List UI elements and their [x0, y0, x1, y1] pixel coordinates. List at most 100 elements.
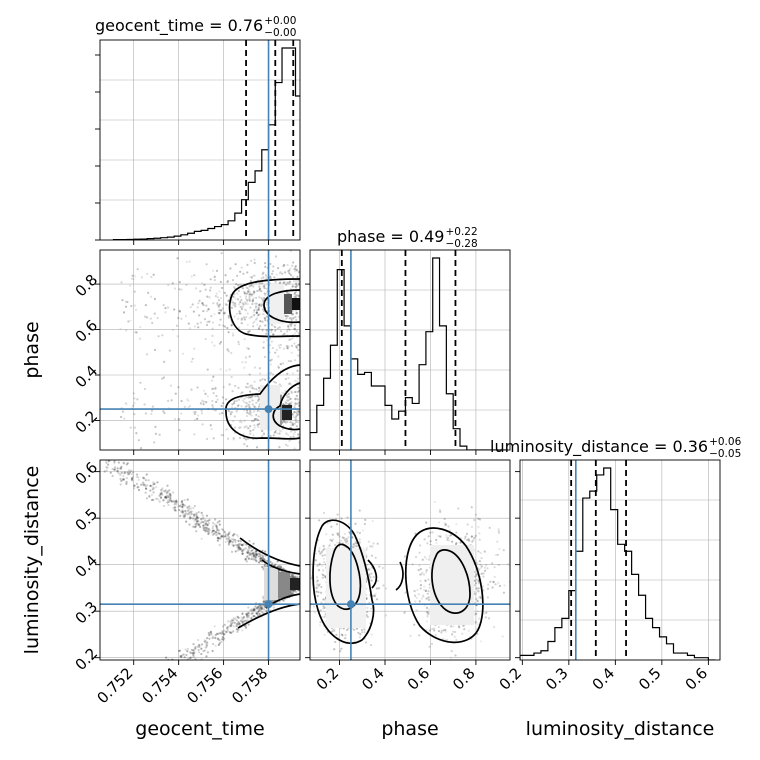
sample-point — [265, 287, 268, 290]
sample-point — [180, 317, 183, 320]
sample-point — [258, 389, 261, 393]
sample-point — [279, 343, 282, 347]
sample-point — [240, 266, 243, 269]
sample-point — [169, 497, 172, 500]
sample-point — [107, 713, 109, 715]
sample-point — [251, 399, 254, 402]
sample-point — [321, 549, 325, 552]
sample-point — [205, 645, 208, 648]
sample-point — [258, 282, 262, 285]
sample-point — [418, 634, 421, 637]
sample-point — [261, 313, 264, 316]
sample-point — [265, 292, 269, 295]
sample-point — [477, 525, 480, 529]
sample-point — [184, 509, 187, 512]
sample-point — [251, 386, 254, 390]
sample-point — [250, 283, 253, 287]
sample-point — [255, 311, 259, 314]
sample-point — [203, 283, 206, 286]
sample-point — [486, 567, 489, 570]
sample-point — [203, 318, 207, 321]
sample-point — [258, 554, 261, 558]
sample-point — [224, 540, 227, 544]
sample-point — [285, 394, 288, 397]
sample-point — [474, 559, 477, 562]
sample-point — [180, 412, 183, 415]
x-axis-label-phase: phase — [381, 718, 438, 740]
sample-point — [425, 611, 429, 614]
sample-point — [427, 535, 430, 538]
sample-point — [253, 424, 256, 427]
sample-point — [272, 606, 275, 609]
sample-point — [244, 297, 248, 300]
sample-point — [323, 547, 326, 551]
sample-point — [213, 344, 216, 347]
sample-point — [274, 563, 277, 566]
sample-point — [312, 605, 315, 608]
sample-point — [200, 282, 204, 285]
sample-point — [427, 590, 430, 593]
sample-point — [294, 265, 297, 268]
sample-point — [173, 500, 176, 504]
sample-point — [257, 423, 260, 426]
sample-point — [235, 624, 238, 628]
sample-point — [124, 702, 126, 704]
sample-point — [245, 612, 248, 616]
sample-point — [196, 517, 199, 520]
sample-point — [236, 630, 239, 634]
sample-point — [219, 532, 222, 535]
sample-point — [239, 283, 242, 286]
sample-point — [226, 625, 229, 629]
sample-point — [291, 372, 295, 375]
sample-point — [384, 614, 388, 617]
y-tick-label-0.6: 0.6 — [72, 316, 102, 346]
sample-point — [235, 628, 238, 631]
sample-point — [229, 625, 232, 628]
sample-point — [321, 576, 324, 579]
sample-point — [185, 520, 188, 523]
sample-point — [492, 626, 496, 629]
sample-point — [168, 492, 171, 495]
sample-point — [475, 587, 478, 590]
sample-point — [512, 597, 514, 599]
sample-point — [192, 410, 195, 413]
sample-point — [166, 660, 168, 662]
sample-point — [188, 661, 190, 663]
sample-point — [262, 600, 265, 603]
sample-point — [293, 342, 296, 345]
sample-point — [145, 668, 147, 670]
sample-point — [246, 330, 250, 334]
sample-point — [276, 267, 280, 270]
sample-point — [364, 518, 367, 521]
sample-point — [414, 600, 417, 603]
sample-point — [113, 468, 116, 471]
sample-point — [241, 399, 245, 402]
sample-point — [197, 523, 200, 527]
sample-point — [198, 314, 201, 317]
sample-point — [322, 605, 325, 608]
sample-point — [127, 320, 130, 323]
title-minus-error: −0.05 — [709, 448, 741, 460]
sample-point — [231, 301, 235, 304]
sample-point — [220, 286, 224, 290]
sample-point — [281, 567, 284, 570]
sample-point — [130, 469, 133, 472]
sample-point — [198, 523, 201, 526]
sample-point — [228, 368, 231, 371]
sample-point — [296, 275, 299, 278]
sample-point — [257, 386, 261, 389]
sample-point — [486, 587, 490, 590]
sample-point — [258, 613, 261, 616]
sample-point — [247, 551, 250, 554]
sample-point — [214, 633, 217, 637]
plot-panels: 0.752 0.754 0.756 0.758 0.2 0.4 0.6 0.8 0.2 0.3 0.… — [72, 39, 721, 716]
sample-point — [292, 576, 295, 579]
sample-point — [428, 556, 431, 559]
sample-point — [159, 666, 161, 668]
sample-point — [111, 714, 113, 716]
sample-point — [314, 552, 317, 555]
sample-point — [479, 551, 482, 555]
sample-point — [133, 397, 136, 400]
sample-point — [263, 355, 266, 359]
sample-point — [277, 344, 280, 347]
